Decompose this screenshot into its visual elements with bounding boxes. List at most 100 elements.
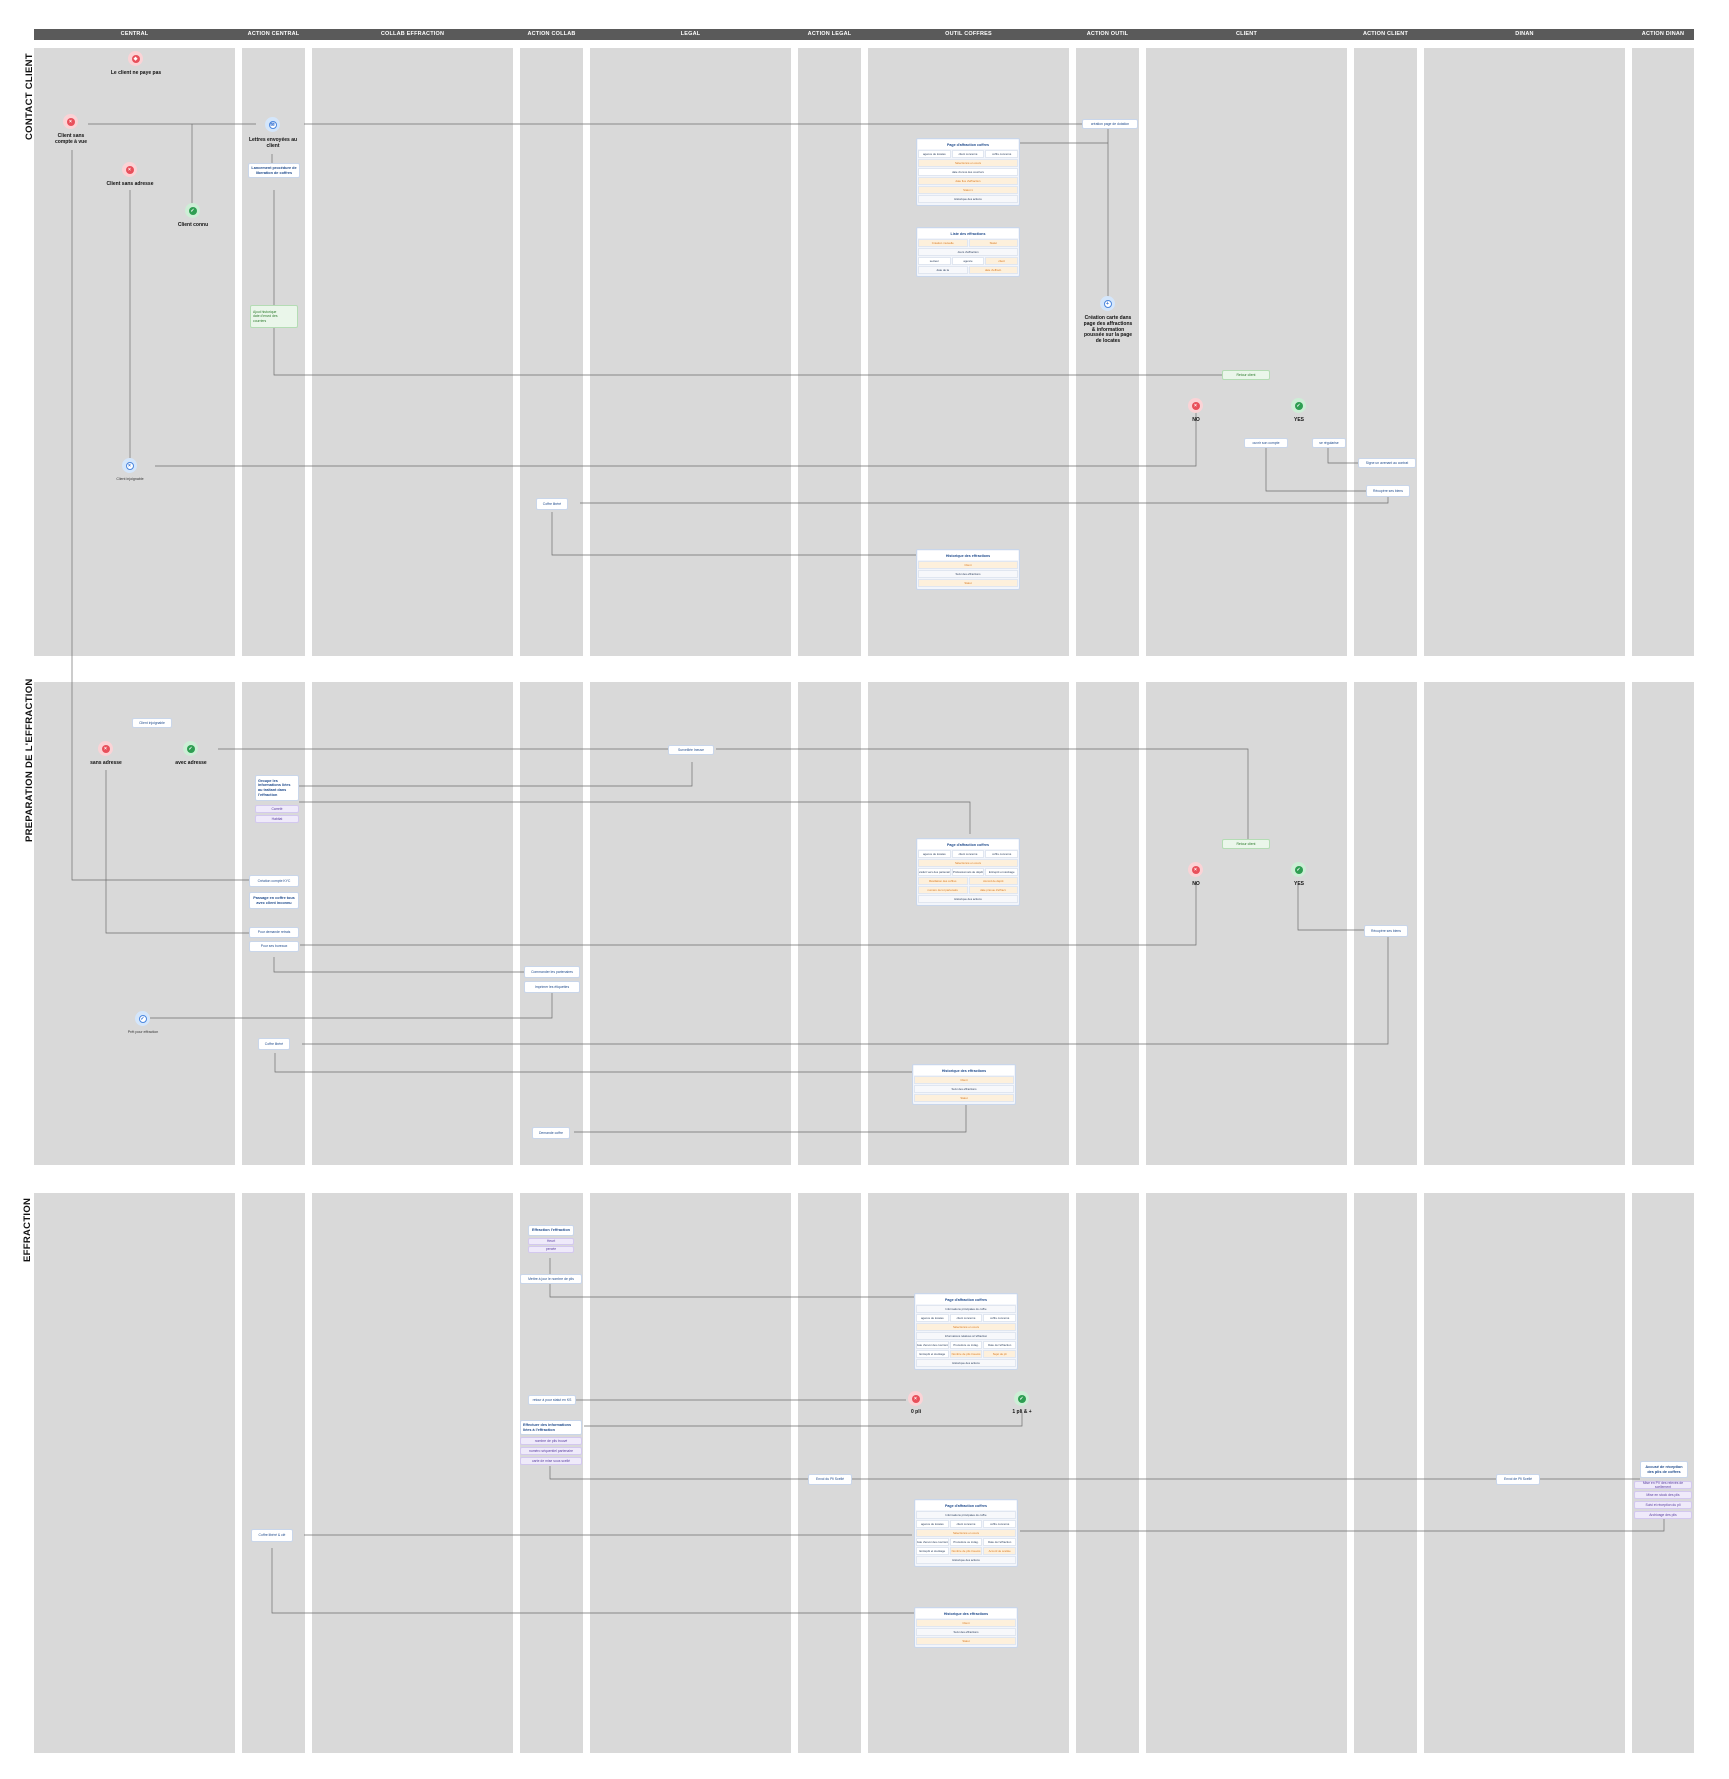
node-ajout-historique[interactable]: Ajout historique date d'envoi des courri… <box>250 305 298 328</box>
node-coffre-libere-3[interactable]: Coffre libéré & clé <box>251 1529 293 1542</box>
table-cell[interactable]: Sélectionné en cours <box>916 1529 1016 1537</box>
table-cell[interactable]: Jours d'effraction <box>918 248 1018 256</box>
node-pour-bureaux[interactable]: Pour ses bureaux <box>249 941 299 952</box>
table-cell[interactable]: Historique des actions <box>916 1359 1016 1367</box>
table-cell[interactable]: date d'effract. <box>968 266 1018 274</box>
table-cell[interactable]: client <box>985 257 1019 265</box>
table-cell[interactable]: date d'envoi des courriers <box>918 168 1018 176</box>
table-cell[interactable]: date fixe d'effraction <box>918 177 1018 185</box>
node-effectuer[interactable]: Effectuer des informations liées à l'eff… <box>520 1420 582 1435</box>
node-envoi-pli-2[interactable]: Envoi de Pli Scellé <box>1496 1474 1540 1485</box>
node-signe-contrat[interactable]: Signe un avenant au contrat <box>1358 458 1416 468</box>
table-cell[interactable]: Date d'envoi des courriers <box>916 1538 949 1546</box>
status-node-yes-2[interactable]: ✓ <box>1291 862 1306 877</box>
table-cell[interactable]: agence de locates <box>916 1520 949 1528</box>
table-cell[interactable]: coffre concerné <box>985 150 1019 158</box>
node-pour-demande[interactable]: Pour demande retrais <box>249 927 299 938</box>
table-cell[interactable]: Statut 1 <box>918 186 1018 194</box>
table-cell[interactable]: Date de l'effraction <box>983 1538 1017 1546</box>
node-recupere-1[interactable]: Récupère ses biens <box>1366 485 1410 497</box>
node-eff-row-2[interactable]: numéro séquentiel partenaire <box>520 1447 582 1455</box>
table-cell[interactable]: Suivi des effractions <box>914 1085 1014 1093</box>
node-commander[interactable]: Commander les partenaires <box>524 966 580 978</box>
table-cell[interactable]: Sélectionné en cours <box>918 859 1018 867</box>
table-cell[interactable]: Résiliation des coffres <box>918 877 968 885</box>
table-cell[interactable]: Historique des actions <box>916 1556 1016 1564</box>
table-page-affraction-1[interactable]: Page d'affraction coffres agence de locat… <box>916 138 1020 206</box>
table-cell[interactable]: coffre concerné <box>985 850 1019 858</box>
table-cell[interactable]: Statut <box>914 1094 1014 1102</box>
node-retour-client-2[interactable]: Retour client <box>1222 839 1270 849</box>
status-node-avec-adresse[interactable]: ✓ <box>183 741 198 756</box>
table-cell[interactable]: client concerné <box>949 1520 983 1528</box>
node-mode-habitat[interactable]: Habitat <box>255 815 299 823</box>
table-historique-2[interactable]: Historique des effractions Client Suivi de… <box>912 1064 1016 1105</box>
node-surveillee[interactable]: Surveillée Ineuse <box>668 745 714 755</box>
status-node-sans-adresse[interactable]: × <box>122 162 137 177</box>
table-page-affraction-4[interactable]: Page d'affraction coffres Informations pr… <box>914 1499 1018 1567</box>
table-cell[interactable]: Suivi des effractions <box>918 570 1018 578</box>
table-cell[interactable]: Client <box>918 561 1018 569</box>
node-envoi-pli[interactable]: Envoi du Pli Scellé <box>808 1474 852 1485</box>
status-node-lettres[interactable]: ✉ <box>265 117 280 132</box>
table-cell[interactable]: Sélectionné en cours <box>916 1323 1016 1331</box>
node-regroupe[interactable]: Groupe les informations liées au traitan… <box>255 775 299 801</box>
table-cell[interactable]: Procédure ou indag. <box>949 1538 983 1546</box>
table-page-affraction-2[interactable]: Page d'affraction coffres agence de locat… <box>916 838 1020 906</box>
table-cell[interactable]: date de la <box>918 266 968 274</box>
status-node-no-1[interactable]: × <box>1188 398 1203 413</box>
node-ouvrir-compte[interactable]: ouvrir son compte <box>1244 438 1288 448</box>
table-cell[interactable]: Informations principales du coffre <box>916 1511 1016 1519</box>
node-client-injoignable-2[interactable]: Client injoignable <box>132 718 172 728</box>
table-cell[interactable]: client concerné <box>949 1314 983 1322</box>
node-dinan-row-2[interactable]: Mise en stock des plis <box>1634 1491 1692 1499</box>
node-effraction-percee[interactable]: percée <box>528 1246 574 1253</box>
table-cell[interactable]: Informations principales du coffre <box>916 1305 1016 1313</box>
node-dinan-row-4[interactable]: Archivage des plis <box>1634 1511 1692 1519</box>
table-page-affraction-3[interactable]: Page d'affraction coffres Informations pr… <box>914 1293 1018 1370</box>
node-demande-coffre[interactable]: Demande coffre <box>532 1127 570 1139</box>
node-recupere-2[interactable]: Récupère ses biens <box>1364 925 1408 937</box>
node-coffre-libere-2[interactable]: Coffre libéré <box>258 1038 290 1050</box>
table-cell[interactable]: agence de locates <box>918 850 951 858</box>
status-node-connu[interactable]: ✓ <box>185 203 200 218</box>
status-node-sans-compte[interactable]: × <box>63 114 78 129</box>
table-cell[interactable]: date prévue d'effract. <box>968 886 1018 894</box>
node-regularise[interactable]: se régularise <box>1312 438 1346 448</box>
table-cell[interactable]: Accord de scellée <box>983 1547 1017 1555</box>
node-passage[interactable]: Passage en coffre tous avec client incon… <box>249 892 299 909</box>
table-cell[interactable]: Accord de dépôt <box>968 877 1018 885</box>
status-node-yes-1[interactable]: ✓ <box>1291 398 1306 413</box>
table-cell[interactable]: client concerné <box>951 850 985 858</box>
node-imprimer[interactable]: Imprimer les étiquettes <box>524 981 580 993</box>
table-cell[interactable]: Entrepôt et stockage <box>985 868 1019 876</box>
table-liste-effractions[interactable]: Liste des effractions Création mutuelle St… <box>916 227 1020 277</box>
status-node-pret[interactable]: ✓ <box>135 1011 150 1026</box>
table-cell[interactable]: agence de locates <box>916 1314 949 1322</box>
table-cell[interactable]: Suivi des effractions <box>916 1628 1016 1636</box>
node-creation-compte[interactable]: Création compte KYC <box>249 875 299 887</box>
table-cell[interactable]: coffre concerné <box>983 1520 1017 1528</box>
node-mode-carrele[interactable]: Carrelé <box>255 805 299 813</box>
table-cell[interactable]: Création mutuelle <box>918 239 968 247</box>
table-cell[interactable]: client concerné <box>951 150 985 158</box>
node-accuse[interactable]: Accusé de réception des plis de coffres <box>1640 1461 1688 1478</box>
table-cell[interactable]: Historique des actions <box>918 895 1018 903</box>
node-mettre-a-jour[interactable]: Mettre à jour le nombre de plis <box>520 1274 582 1284</box>
node-lancement[interactable]: Lancement procédure de liberation de cof… <box>248 163 300 178</box>
table-cell[interactable]: Entrepôt et stockage <box>916 1350 949 1358</box>
table-cell[interactable]: agence <box>951 257 985 265</box>
table-cell[interactable]: Statut <box>968 239 1018 247</box>
status-node-zero-pli[interactable]: × <box>908 1391 923 1406</box>
table-cell[interactable]: Transfert vers des partenaires <box>918 868 951 876</box>
table-cell[interactable]: Historique des actions <box>918 195 1018 203</box>
status-node-no-2[interactable]: × <box>1188 862 1203 877</box>
table-cell[interactable]: Informations relatives à l'effraction <box>916 1332 1016 1340</box>
table-cell[interactable]: Entrepôt et stockage <box>916 1547 949 1555</box>
node-eff-row-3[interactable]: carte de mise sous scellé <box>520 1457 582 1465</box>
table-cell[interactable]: numéro de lot partenaire <box>918 886 968 894</box>
status-node-creation-carte[interactable]: + <box>1100 296 1115 311</box>
table-cell[interactable]: Nombre de plis trouvés <box>949 1350 983 1358</box>
table-cell[interactable]: Date de l'effraction <box>983 1341 1017 1349</box>
status-node-un-pli[interactable]: ✓ <box>1014 1391 1029 1406</box>
